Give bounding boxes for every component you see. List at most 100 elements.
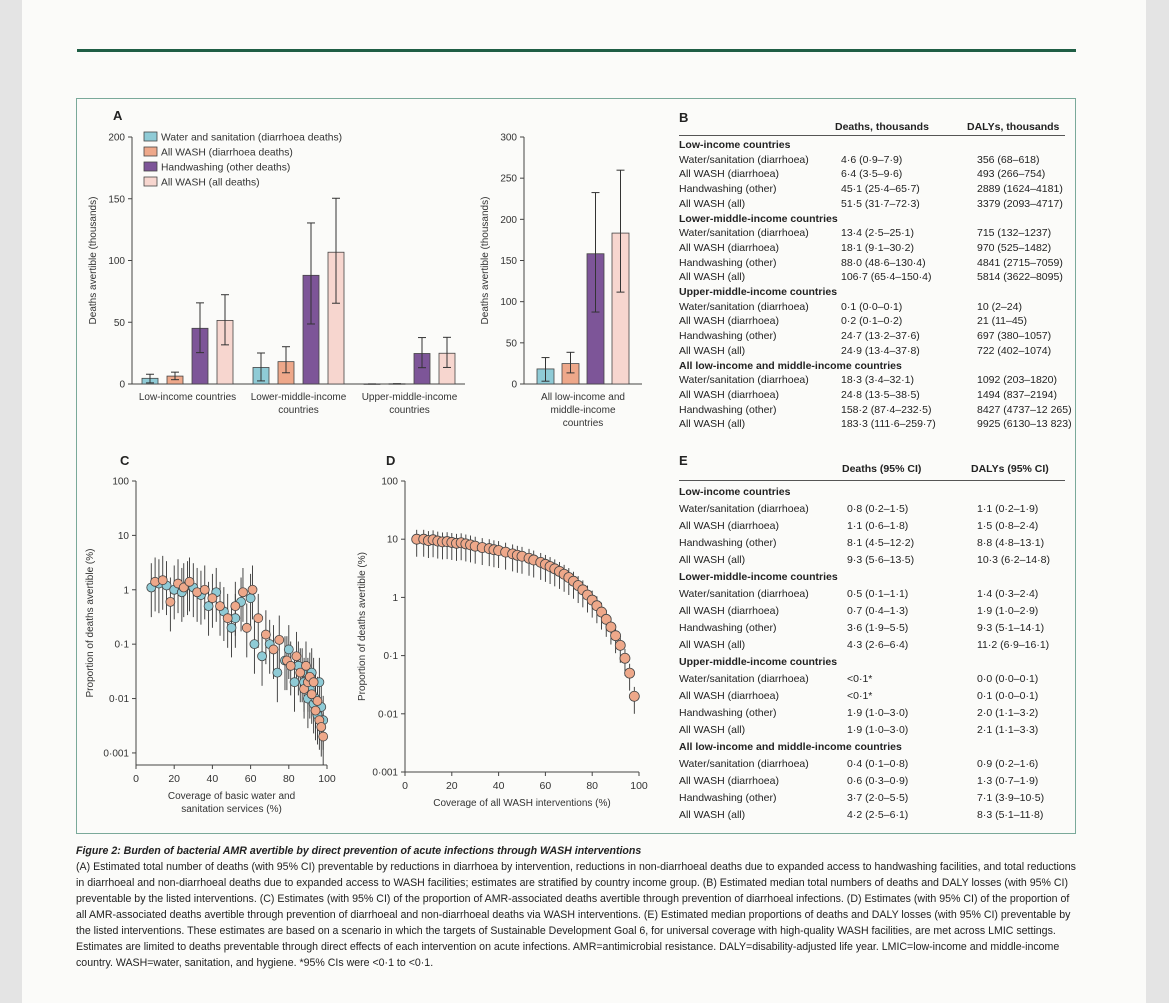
dalys-value: 10 (2–24) <box>977 300 1022 313</box>
category-label: countries <box>389 405 430 416</box>
table-row: All WASH (diarrhoea) 1·1 (0·6–1·8) 1·5 (0·… <box>679 520 1069 534</box>
data-point <box>619 652 631 664</box>
deaths-value: 0·2 (0·1–0·2) <box>841 315 903 328</box>
dalys-value: 0·9 (0·2–1·6) <box>977 758 1039 770</box>
row-label: All WASH (diarrhoea) <box>679 605 779 617</box>
data-point <box>268 644 279 655</box>
y-tick-label: 150 <box>500 256 517 267</box>
legend-swatch <box>143 146 158 157</box>
panel-label-b: B <box>679 110 689 125</box>
data-point <box>247 584 258 595</box>
table-e-col-dalys: DALYs (95% CI) <box>971 463 1049 475</box>
table-row: All WASH (all) 4·2 (2·5–6·1) 8·3 (5·1–11·8… <box>679 809 1069 823</box>
table-row: All WASH (diarrhoea) 18·1 (9·1–30·2) 970 (… <box>679 242 1069 256</box>
y-tick-label: 100 <box>108 256 125 267</box>
x-tick-label: 20 <box>446 780 458 792</box>
legend-swatch <box>143 131 158 142</box>
x-tick-label: 40 <box>207 773 219 785</box>
x-axis-label: sanitation services (%) <box>181 804 282 815</box>
deaths-value: 9·3 (5·6–13·5) <box>847 554 915 566</box>
dalys-value: 7·1 (3·9–10·5) <box>977 792 1045 804</box>
table-row: Handwashing (other) 88·0 (48·6–130·4) 4841… <box>679 257 1069 271</box>
y-axis-label: Deaths avertible (thousands) <box>480 197 491 325</box>
deaths-value: 158·2 (87·4–232·5) <box>841 403 932 416</box>
x-tick-label: 80 <box>586 780 598 792</box>
deaths-value: 4·2 (2·5–6·1) <box>847 809 909 821</box>
table-e: Deaths (95% CI) DALYs (95% CI) Low-incom… <box>679 0 1069 830</box>
table-row: All WASH (all) 24·9 (13·4–37·8) 722 (402–1… <box>679 345 1069 359</box>
dalys-value: 4841 (2715–7059) <box>977 256 1063 269</box>
table-row: All WASH (all) 9·3 (5·6–13·5) 10·3 (6·2–14… <box>679 554 1069 568</box>
y-tick-label: 250 <box>500 174 517 185</box>
row-label: Water/sanitation (diarrhoea) <box>679 374 809 387</box>
row-label: All WASH (all) <box>679 554 746 566</box>
table-row: Water/sanitation (diarrhoea) <0·1* 0·0 (0·… <box>679 673 1069 687</box>
row-label: All WASH (diarrhoea) <box>679 520 779 532</box>
deaths-value: 0·4 (0·1–0·8) <box>847 758 909 770</box>
row-label: Water/sanitation (diarrhoea) <box>679 673 809 685</box>
data-point <box>308 677 319 688</box>
deaths-value: 24·8 (13·5–38·5) <box>841 388 920 401</box>
deaths-value: 4·6 (0·9–7·9) <box>841 153 903 166</box>
data-point <box>283 644 294 655</box>
table-row: All WASH (all) 51·5 (31·7–72·3) 3379 (2093… <box>679 198 1069 212</box>
dalys-value: 21 (11–45) <box>977 315 1028 328</box>
category-label: middle-income <box>550 405 615 416</box>
y-tick-label: 1 <box>392 593 398 604</box>
journal-page <box>22 0 1146 1003</box>
data-point <box>274 634 285 645</box>
table-e-col-deaths: Deaths (95% CI) <box>842 463 922 475</box>
table-row: Water/sanitation (diarrhoea) 0·5 (0·1–1·1… <box>679 588 1069 602</box>
y-tick-label: 0·1 <box>115 640 130 651</box>
dalys-value: 3379 (2093–4717) <box>977 197 1063 210</box>
y-tick-label: 50 <box>114 318 126 329</box>
y-axis-label: Proportion of deaths avertible (%) <box>357 552 368 701</box>
x-tick-label: 80 <box>283 773 295 785</box>
legend-label: Water and sanitation (diarrhoea deaths) <box>161 133 342 144</box>
table-group-title: Lower-middle-income countries <box>679 212 838 225</box>
data-point <box>199 584 210 595</box>
y-tick-label: 10 <box>387 535 399 546</box>
table-row: Water/sanitation (diarrhoea) 13·4 (2·5–25… <box>679 227 1069 241</box>
category-label: All low-income and <box>541 392 625 403</box>
data-point <box>207 593 218 604</box>
table-row: All WASH (diarrhoea) 0·2 (0·1–0·2) 21 (11–… <box>679 315 1069 329</box>
legend-swatch <box>143 161 158 172</box>
category-label: countries <box>278 405 319 416</box>
data-point <box>628 690 640 702</box>
deaths-value: 0·5 (0·1–1·1) <box>847 588 909 600</box>
y-tick-label: 0 <box>511 380 517 391</box>
deaths-value: 1·1 (0·6–1·8) <box>847 520 909 532</box>
data-point <box>306 689 317 700</box>
dalys-value: 5814 (3622–8095) <box>977 271 1063 284</box>
row-label: Handwashing (other) <box>679 707 777 719</box>
dalys-value: 8427 (4737–12 265) <box>977 403 1072 416</box>
dalys-value: 697 (380–1057) <box>977 330 1052 343</box>
row-label: All WASH (all) <box>679 271 746 284</box>
category-label: Upper-middle-income <box>362 392 458 403</box>
dalys-value: 1·4 (0·3–2·4) <box>977 588 1039 600</box>
row-label: All WASH (all) <box>679 724 746 736</box>
table-row: Handwashing (other) 24·7 (13·2–37·6) 697 (… <box>679 330 1069 344</box>
deaths-value: 24·7 (13·2–37·6) <box>841 330 920 343</box>
deaths-value: 45·1 (25·4–65·7) <box>841 183 920 196</box>
category-label: Low-income countries <box>139 392 236 403</box>
row-label: All WASH (diarrhoea) <box>679 690 779 702</box>
table-group-title: Low-income countries <box>679 486 791 498</box>
data-point <box>253 613 264 624</box>
data-point <box>203 601 214 612</box>
x-tick-label: 100 <box>318 773 336 785</box>
caption-title: Figure 2: Burden of bacterial AMR averti… <box>76 845 642 857</box>
deaths-value: 24·9 (13·4–37·8) <box>841 344 920 357</box>
row-label: All WASH (all) <box>679 418 746 431</box>
dalys-value: 1·3 (0·7–1·9) <box>977 775 1039 787</box>
table-b-header-rule <box>679 135 1065 136</box>
row-label: All WASH (all) <box>679 344 746 357</box>
table-row: All WASH (all) 4·3 (2·6–6·4) 11·2 (6·9–16·… <box>679 639 1069 653</box>
x-tick-label: 60 <box>540 780 552 792</box>
data-point <box>238 587 248 598</box>
table-row: Water/sanitation (diarrhoea) 18·3 (3·4–32… <box>679 374 1069 388</box>
dalys-value: 1·5 (0·8–2·4) <box>977 520 1039 532</box>
table-b: Deaths, thousands DALYs, thousands Low-i… <box>679 0 1072 440</box>
deaths-value: <0·1* <box>847 673 873 685</box>
